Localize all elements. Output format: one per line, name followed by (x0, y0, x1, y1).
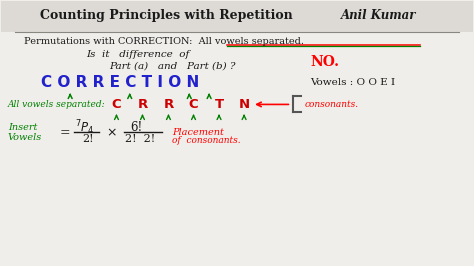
Text: Counting Principles with Repetition: Counting Principles with Repetition (40, 9, 292, 22)
Text: 6!: 6! (131, 121, 143, 134)
Text: NO.: NO. (310, 55, 339, 69)
Text: Insert: Insert (8, 123, 37, 132)
Text: 2!  2!: 2! 2! (125, 134, 155, 144)
Text: Vowels : O O E I: Vowels : O O E I (310, 78, 395, 87)
Text: of  consonants.: of consonants. (172, 136, 240, 145)
Text: T: T (214, 98, 224, 111)
Text: C: C (189, 98, 198, 111)
Text: Part (a)   and   Part (b) ?: Part (a) and Part (b) ? (109, 62, 236, 71)
Text: Is  it   difference  of: Is it difference of (86, 51, 189, 59)
Text: 2!: 2! (82, 134, 93, 144)
FancyBboxPatch shape (0, 0, 474, 32)
Text: N: N (238, 98, 250, 111)
Text: R: R (164, 98, 173, 111)
Text: $^7P_4$: $^7P_4$ (75, 118, 95, 136)
Text: =: = (60, 126, 71, 139)
Text: C O R R E C T I O N: C O R R E C T I O N (41, 75, 199, 90)
Text: All vowels separated:: All vowels separated: (8, 100, 105, 109)
Text: Anil Kumar: Anil Kumar (341, 9, 417, 22)
Text: C: C (112, 98, 121, 111)
Text: $\times$: $\times$ (106, 126, 117, 139)
Text: consonants.: consonants. (304, 100, 358, 109)
Text: Vowels: Vowels (8, 133, 42, 142)
Text: Permutations with CORRECTION:  All vowels separated.: Permutations with CORRECTION: All vowels… (24, 37, 304, 46)
Text: Placement: Placement (172, 128, 224, 137)
Text: R: R (137, 98, 147, 111)
